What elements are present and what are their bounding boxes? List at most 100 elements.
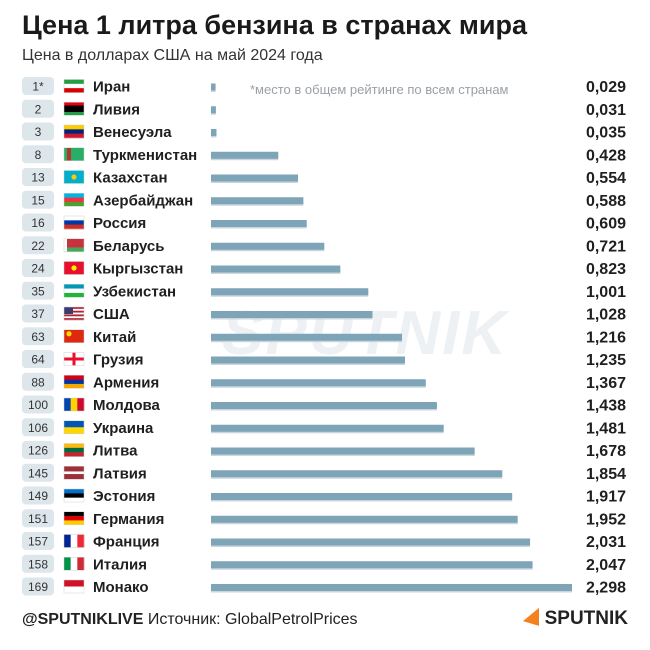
value-label: 1,001 xyxy=(586,284,626,301)
bar xyxy=(211,265,341,273)
bar xyxy=(211,402,437,409)
bar xyxy=(211,538,531,546)
bar xyxy=(211,584,572,591)
rank-label: 157 xyxy=(28,535,48,549)
value-label: 0,554 xyxy=(586,170,626,187)
chart-row: 24 Кыргызстан 0,823 xyxy=(22,259,626,278)
value-label: 0,031 xyxy=(586,102,626,119)
uzbekistan-flag xyxy=(63,284,85,298)
value-label: 1,952 xyxy=(586,511,626,528)
chart-row: 63 Китай 1,216 xyxy=(22,327,626,346)
belarus-flag xyxy=(63,238,85,253)
rank-label: 1* xyxy=(32,80,44,94)
iran-flag xyxy=(63,79,85,93)
rank-label: 64 xyxy=(31,353,45,367)
bar xyxy=(211,174,299,182)
country-label: Иран xyxy=(93,79,130,96)
estonia-flag xyxy=(63,488,85,503)
rank-badge xyxy=(22,281,54,300)
rank-label: 145 xyxy=(28,466,48,480)
rank-label: 15 xyxy=(31,193,45,207)
value-label: 1,678 xyxy=(586,443,626,460)
azerbaijan-flag xyxy=(63,193,85,207)
rank-badge xyxy=(22,372,54,391)
rank-label: 158 xyxy=(28,557,48,571)
bar xyxy=(211,242,325,250)
bar-chart: 1* Иран 0,029 2 Ливия 0,031 3 Венесуэла 0,035 8 Ту… xyxy=(22,77,626,597)
rank-label: 16 xyxy=(31,216,45,230)
chart-row: 106 Украина 1,481 xyxy=(22,418,626,437)
chart-row: 16 Россия 0,609 xyxy=(22,213,626,233)
libya-flag xyxy=(63,102,85,116)
value-label: 0,588 xyxy=(586,193,626,210)
rank-label: 35 xyxy=(31,284,45,298)
chart-row: 100 Молдова 1,438 xyxy=(22,395,626,415)
rank-badge xyxy=(22,259,54,277)
bar xyxy=(211,447,475,455)
china-flag xyxy=(63,329,85,343)
value-label: 0,428 xyxy=(586,147,626,164)
rank-label: 24 xyxy=(31,262,45,276)
value-label: 2,031 xyxy=(586,534,626,551)
rank-badge xyxy=(22,77,54,95)
rank-label: 63 xyxy=(31,330,45,344)
bar xyxy=(211,424,444,432)
rank-badge xyxy=(22,350,54,368)
rank-badge xyxy=(22,122,54,141)
rank-badge xyxy=(22,441,54,459)
rank-badge xyxy=(22,554,54,573)
country-label: Монако xyxy=(93,579,149,596)
bar xyxy=(211,83,216,91)
country-label: Азербайджан xyxy=(93,192,193,209)
footer-source: Источник: GlobalPetrolPrices xyxy=(147,611,358,628)
bar xyxy=(211,106,216,114)
russia-flag xyxy=(63,215,85,230)
bar xyxy=(211,379,426,387)
rank-label: 8 xyxy=(35,148,42,162)
chart-row: 88 Армения 1,367 xyxy=(22,372,626,392)
country-label: Туркменистан xyxy=(93,147,197,164)
bar xyxy=(211,470,503,478)
chart-row: 169 Монако 2,298 xyxy=(22,577,626,597)
rank-badge xyxy=(22,395,54,414)
rank-badge xyxy=(22,532,54,550)
value-label: 1,367 xyxy=(586,375,626,392)
footer-handle: @SPUTNIKLIVE xyxy=(22,611,144,628)
bar xyxy=(211,220,307,227)
page-subtitle: Цена в долларах США на май 2024 года xyxy=(22,47,323,64)
chart-row: 158 Италия 2,047 xyxy=(22,554,626,574)
ukraine-flag xyxy=(63,420,85,435)
rank-badge xyxy=(22,509,54,528)
value-label: 2,298 xyxy=(586,580,626,597)
bar xyxy=(211,561,533,569)
sputnik-logo-icon xyxy=(522,607,539,631)
venezuela-flag xyxy=(63,124,85,139)
latvia-flag xyxy=(63,466,85,480)
rank-label: 2 xyxy=(35,102,42,116)
rank-label: 37 xyxy=(31,307,45,321)
country-label: Украина xyxy=(93,420,154,437)
value-label: 0,609 xyxy=(586,216,626,233)
country-label: Узбекистан xyxy=(93,283,176,300)
rank-footnote: *место в общем рейтинге по всем странам xyxy=(250,82,509,97)
rank-badge xyxy=(22,168,54,186)
country-label: Казахстан xyxy=(93,170,168,187)
value-label: 1,854 xyxy=(586,466,626,483)
country-label: Россия xyxy=(93,215,146,232)
chart-row: 126 Литва 1,678 xyxy=(22,441,626,460)
rank-label: 22 xyxy=(31,239,45,253)
chart-row: 151 Германия 1,952 xyxy=(22,509,626,528)
country-label: Кыргызстан xyxy=(93,261,183,278)
chart-row: 145 Латвия 1,854 xyxy=(22,463,626,483)
chart-row: 2 Ливия 0,031 xyxy=(22,99,626,119)
chart-row: 37 США 1,028 xyxy=(22,304,626,324)
country-label: Молдова xyxy=(93,397,161,414)
rank-label: 151 xyxy=(28,512,48,526)
bar xyxy=(211,129,217,136)
rank-label: 126 xyxy=(28,444,48,458)
rank-label: 106 xyxy=(28,421,48,435)
bar xyxy=(211,311,373,318)
value-label: 1,235 xyxy=(586,352,626,369)
bar xyxy=(211,356,406,364)
chart-row: 8 Туркменистан 0,428 xyxy=(22,145,626,164)
